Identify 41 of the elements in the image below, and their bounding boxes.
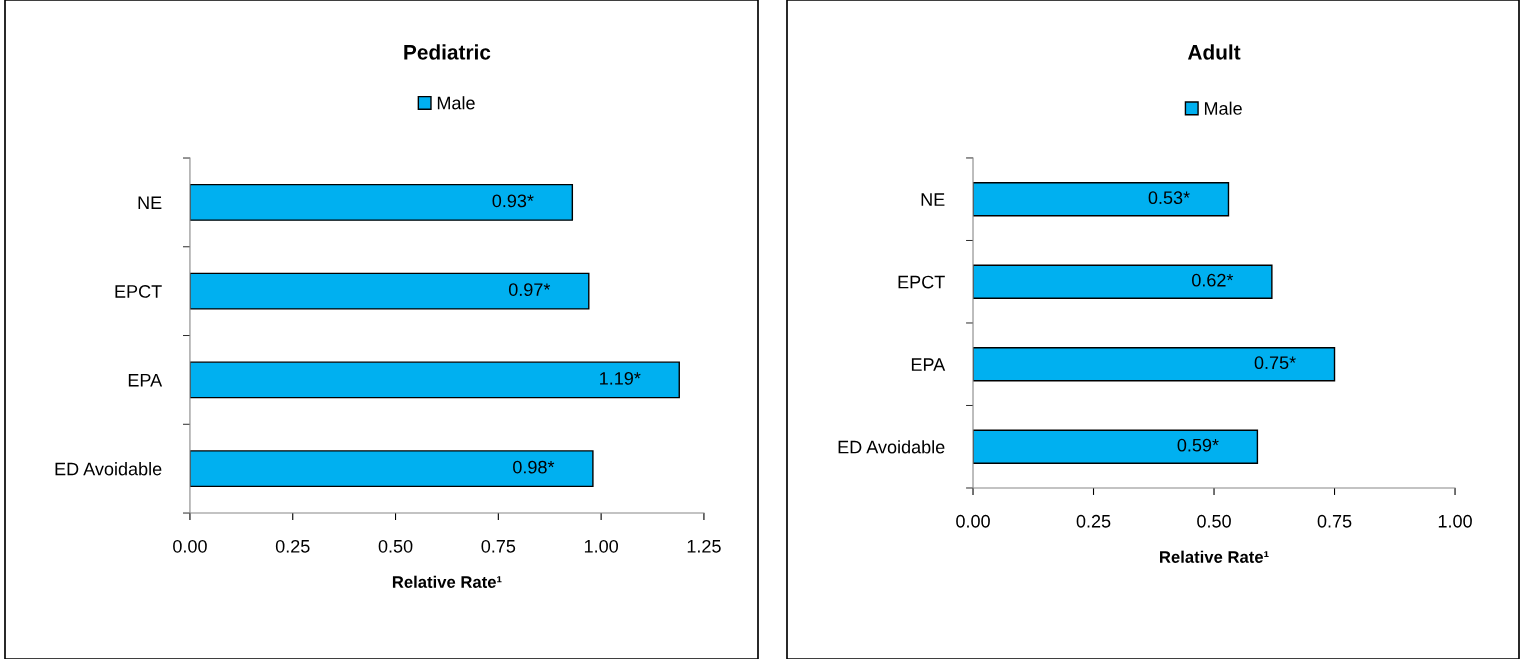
bar [189, 450, 594, 488]
bar [973, 429, 1259, 464]
y-tick-label: EPA [911, 358, 946, 371]
x-tick-label: 1.00 [1438, 514, 1472, 528]
x-tick-label: 1.25 [687, 539, 721, 553]
bar [973, 182, 1230, 217]
chart-title: Pediatric [404, 44, 491, 60]
x-tick-label: 0.75 [481, 539, 516, 553]
x-tick-label: 0.00 [956, 514, 990, 528]
x-tick-label: 0.50 [378, 539, 413, 553]
data-label: 0.62* [1192, 273, 1234, 287]
data-label: 0.98* [513, 460, 555, 474]
data-label: 0.59* [1177, 438, 1219, 452]
data-label: 0.53* [1148, 191, 1190, 205]
y-tick-label: NE [138, 196, 162, 209]
y-tick-label: EPCT [115, 285, 162, 298]
chart-title: Adult [1187, 44, 1241, 60]
y-tick-label: EPA [128, 374, 163, 387]
x-axis-title: Relative Rate¹ [1160, 550, 1269, 563]
x-tick-label: 0.25 [275, 539, 310, 553]
x-tick-label: 0.75 [1317, 514, 1352, 528]
data-label: 1.19* [600, 371, 641, 385]
bar [189, 272, 590, 310]
bar [189, 361, 680, 399]
y-tick-label: ED Avoidable [55, 462, 162, 476]
data-label: 0.75* [1254, 356, 1296, 370]
data-label: 0.97* [508, 283, 551, 296]
x-axis-title: Relative Rate¹ [392, 575, 502, 588]
y-tick-label: NE [921, 193, 945, 206]
x-tick-label: 1.00 [584, 539, 618, 553]
y-tick-label: ED Avoidable [838, 440, 945, 454]
x-tick-label: 0.00 [173, 539, 207, 553]
x-tick-label: 0.25 [1076, 514, 1111, 528]
bar [973, 264, 1273, 299]
x-tick-label: 0.50 [1197, 514, 1231, 528]
bar [189, 183, 574, 221]
legend-label: Male [1204, 101, 1242, 115]
bar [973, 347, 1336, 382]
y-tick-label: EPCT [898, 275, 945, 289]
legend-label: Male [437, 96, 475, 110]
data-label: 0.93* [492, 194, 534, 208]
